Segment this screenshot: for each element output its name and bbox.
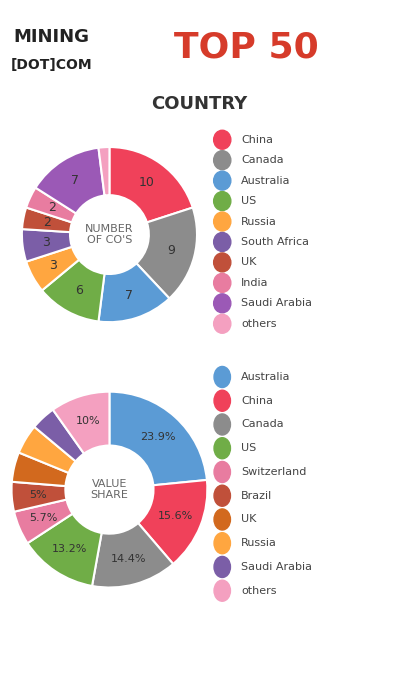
Wedge shape [19, 427, 76, 473]
Text: Australia: Australia [241, 175, 291, 186]
Circle shape [214, 414, 230, 435]
Circle shape [214, 367, 230, 388]
Circle shape [214, 486, 230, 506]
Text: China: China [241, 396, 273, 406]
Wedge shape [22, 207, 72, 232]
Text: 10%: 10% [76, 416, 100, 426]
Text: Saudi Arabia: Saudi Arabia [241, 299, 312, 308]
Text: Russia: Russia [241, 216, 277, 226]
Circle shape [214, 532, 230, 554]
Wedge shape [22, 229, 72, 262]
Text: UK: UK [241, 515, 257, 524]
Circle shape [214, 212, 231, 231]
Wedge shape [26, 247, 79, 290]
Text: VALUE
SHARE: VALUE SHARE [90, 479, 129, 500]
Text: Australia: Australia [241, 372, 291, 382]
Text: 2: 2 [48, 201, 56, 214]
Circle shape [214, 131, 231, 149]
Text: US: US [241, 196, 257, 206]
Text: 13.2%: 13.2% [52, 544, 88, 554]
Text: South Africa: South Africa [241, 237, 309, 247]
Circle shape [214, 273, 231, 292]
Wedge shape [109, 147, 193, 222]
Circle shape [214, 192, 231, 211]
Circle shape [214, 509, 230, 530]
Wedge shape [12, 453, 69, 486]
Text: TOP 50: TOP 50 [174, 31, 319, 65]
Text: 3: 3 [42, 236, 50, 249]
Circle shape [214, 462, 230, 483]
Text: India: India [241, 278, 269, 288]
Wedge shape [138, 480, 207, 564]
Text: 23.9%: 23.9% [140, 432, 175, 441]
Text: [DOT]COM: [DOT]COM [11, 58, 93, 72]
Circle shape [214, 233, 231, 252]
Circle shape [214, 580, 230, 601]
Text: 10: 10 [139, 176, 155, 190]
Circle shape [214, 171, 231, 190]
Text: UK: UK [241, 258, 257, 267]
Wedge shape [12, 481, 66, 512]
Circle shape [214, 253, 231, 272]
Text: 6: 6 [75, 284, 83, 297]
Wedge shape [27, 513, 101, 586]
Text: others: others [241, 585, 277, 596]
Text: 7: 7 [71, 174, 79, 187]
Text: US: US [241, 443, 257, 454]
Circle shape [214, 438, 230, 459]
Text: others: others [241, 319, 277, 328]
Text: 7: 7 [125, 289, 133, 302]
Text: 14.4%: 14.4% [110, 554, 146, 564]
Text: Russia: Russia [241, 538, 277, 548]
Circle shape [214, 294, 231, 313]
Wedge shape [14, 500, 72, 543]
Text: 2: 2 [43, 216, 51, 229]
Text: Switzerland: Switzerland [241, 467, 307, 477]
Wedge shape [35, 148, 105, 214]
Text: 9: 9 [168, 244, 175, 257]
Text: COUNTRY: COUNTRY [151, 95, 247, 113]
Text: Brazil: Brazil [241, 491, 273, 500]
Text: 3: 3 [49, 259, 57, 272]
Wedge shape [26, 188, 76, 222]
Circle shape [214, 151, 231, 170]
Text: 15.6%: 15.6% [158, 511, 193, 522]
Text: Canada: Canada [241, 155, 284, 165]
Wedge shape [34, 409, 84, 461]
Text: Saudi Arabia: Saudi Arabia [241, 562, 312, 572]
Wedge shape [53, 392, 109, 454]
Text: 5%: 5% [29, 490, 47, 500]
Wedge shape [109, 392, 207, 486]
Wedge shape [137, 207, 197, 299]
Circle shape [214, 556, 230, 577]
Wedge shape [92, 523, 173, 588]
Circle shape [214, 390, 230, 411]
Wedge shape [98, 147, 109, 196]
Text: China: China [241, 135, 273, 145]
Text: 5.7%: 5.7% [29, 513, 58, 523]
Text: NUMBER
OF CO'S: NUMBER OF CO'S [85, 224, 134, 245]
Wedge shape [98, 263, 170, 322]
Circle shape [214, 314, 231, 333]
Text: MINING: MINING [14, 28, 90, 46]
Wedge shape [42, 260, 105, 322]
Text: Canada: Canada [241, 420, 284, 430]
